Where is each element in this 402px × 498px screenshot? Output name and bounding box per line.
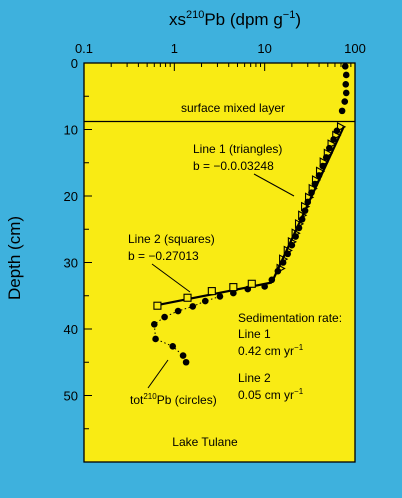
circle-point xyxy=(298,215,306,223)
circle-point xyxy=(182,358,190,366)
circle-point xyxy=(341,98,349,105)
y-axis-label: Depth (cm) xyxy=(5,216,24,300)
circle-point xyxy=(301,207,309,214)
sedimentation-line2-value: 0.05 cm yr−1 xyxy=(238,387,304,402)
square-point xyxy=(229,283,238,292)
triangle-point xyxy=(305,192,315,203)
circle-point xyxy=(201,297,209,305)
triangle-point xyxy=(279,254,289,265)
y-tick-label: 20 xyxy=(64,189,78,204)
triangle-point xyxy=(327,139,337,150)
line1-equation: b = −0.0.03248 xyxy=(193,159,274,173)
circle-point xyxy=(150,321,158,328)
line2-equation: b = −0.27013 xyxy=(128,249,199,263)
sedimentation-line1-value: 0.42 cm yr−1 xyxy=(238,343,304,358)
circle-point xyxy=(342,71,350,79)
circle-point xyxy=(268,276,276,284)
triangle-point xyxy=(332,130,342,141)
square-point xyxy=(153,301,162,310)
triangle-point xyxy=(336,121,347,132)
circle-point xyxy=(342,89,350,97)
circles-label: tot210Pb (circles) xyxy=(130,392,217,407)
triangle-point xyxy=(283,245,293,256)
line2-title: Line 2 (squares) xyxy=(128,232,215,246)
circles-leader xyxy=(147,359,169,389)
circle-point xyxy=(152,335,159,343)
triangle-point xyxy=(301,201,311,212)
square-point xyxy=(183,293,192,302)
circle-point xyxy=(169,342,177,350)
circle-point xyxy=(230,289,237,297)
triangle-point xyxy=(287,236,298,247)
triangle-point xyxy=(323,148,333,159)
circle-point xyxy=(179,352,187,359)
surface-mixed-layer-label: surface mixed layer xyxy=(181,101,285,115)
triangle-point xyxy=(298,210,308,221)
x-tick-label: 10 xyxy=(257,41,271,56)
y-tick-label: 0 xyxy=(71,56,78,71)
line2-leader xyxy=(151,263,191,293)
square-point xyxy=(207,287,216,296)
x-tick-label: 1 xyxy=(171,41,178,56)
triangle-point xyxy=(276,263,286,274)
x-tick-label: 0.1 xyxy=(75,41,93,56)
site-label: Lake Tulane xyxy=(172,435,238,449)
triangle-point xyxy=(319,157,329,168)
triangle-point xyxy=(308,183,318,194)
plot-area xyxy=(84,63,355,462)
circle-point xyxy=(341,63,349,70)
sedimentation-line2-label: Line 2 xyxy=(238,371,271,385)
sedimentation-rate-title: Sedimentation rate: xyxy=(238,311,342,325)
circle-point xyxy=(189,303,197,310)
circle-point xyxy=(274,267,282,275)
circle-point xyxy=(304,198,312,206)
line1-title: Line 1 (triangles) xyxy=(193,142,282,156)
top-axis-label: xs210Pb (dpm g−1) xyxy=(169,9,301,29)
y-tick-label: 30 xyxy=(64,256,78,271)
circle-point xyxy=(261,283,268,290)
circle-point xyxy=(174,307,182,315)
y-tick-label: 40 xyxy=(64,322,78,337)
y-tick-label: 10 xyxy=(64,123,78,138)
triangle-point xyxy=(291,228,301,239)
line1-leader xyxy=(253,173,295,197)
x-tick-label: 100 xyxy=(344,41,366,56)
triangle-point xyxy=(315,166,326,177)
circles-connector xyxy=(153,295,221,363)
circle-point xyxy=(295,224,303,232)
square-point xyxy=(247,279,256,288)
y-tick-label: 50 xyxy=(64,389,78,404)
circle-point xyxy=(338,107,346,115)
sedimentation-line1-label: Line 1 xyxy=(238,327,271,341)
triangle-point xyxy=(294,219,305,229)
circle-point xyxy=(342,80,350,88)
triangle-point xyxy=(311,175,322,185)
circle-point xyxy=(216,293,224,300)
circle-point xyxy=(161,313,168,321)
